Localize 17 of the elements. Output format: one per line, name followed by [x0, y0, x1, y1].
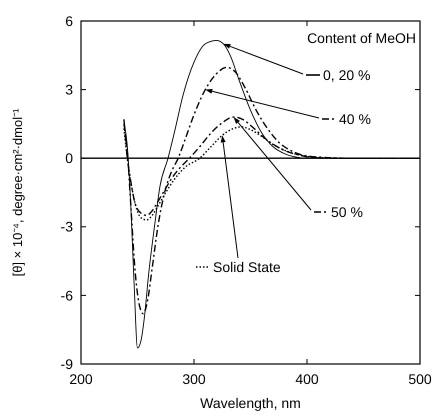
y-tick-label: -6 — [60, 287, 74, 304]
legend-label: 50 % — [331, 204, 363, 220]
x-tick-label: 200 — [69, 371, 93, 387]
y-tick-label: -3 — [60, 218, 74, 235]
y-tick-label: -9 — [60, 356, 74, 372]
y-axis-title: [θ] × 10⁻⁴, degree·cm²·dmol⁻¹ — [10, 108, 25, 276]
x-tick-label: 300 — [182, 371, 206, 387]
legend-label: 0, 20 % — [323, 67, 370, 83]
y-tick-label: 3 — [65, 82, 74, 98]
legend-label: 40 % — [339, 111, 371, 127]
y-tick-label: 0 — [65, 150, 74, 166]
x-axis-title: Wavelength, nm — [200, 395, 301, 411]
legend-title: Content of MeOH — [307, 30, 416, 46]
legend-label: Solid State — [213, 259, 281, 275]
x-tick-label: 500 — [408, 371, 432, 387]
x-tick-label: 400 — [295, 371, 319, 387]
y-tick-label: 6 — [65, 12, 74, 29]
